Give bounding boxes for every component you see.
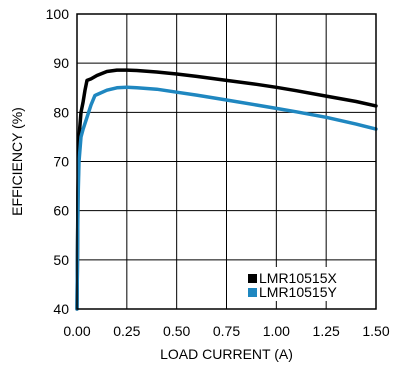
series-line-lmr10515y bbox=[75, 85, 378, 311]
y-tick-label: 70 bbox=[53, 154, 69, 170]
legend-background bbox=[244, 267, 374, 301]
series-layer bbox=[75, 68, 378, 311]
x-axis-label: LOAD CURRENT (A) bbox=[160, 346, 293, 362]
x-tick-label: 0.25 bbox=[113, 323, 140, 339]
x-tick-labels: 0.00 0.25 0.50 0.75 1.00 1.25 1.50 bbox=[63, 323, 389, 339]
legend-label-lmr10515x: LMR10515X bbox=[259, 270, 337, 286]
x-tick-label: 0.75 bbox=[213, 323, 240, 339]
y-tick-label: 40 bbox=[53, 301, 69, 317]
x-tick-label: 1.25 bbox=[313, 323, 340, 339]
x-tick-label: 0.00 bbox=[63, 323, 90, 339]
legend-swatch-lmr10515y bbox=[248, 288, 257, 297]
x-tick-label: 1.00 bbox=[263, 323, 290, 339]
grid bbox=[76, 13, 377, 310]
y-tick-label: 100 bbox=[46, 6, 70, 22]
y-axis-label: EFFICIENCY (%) bbox=[9, 107, 25, 216]
legend-swatch-lmr10515x bbox=[248, 274, 257, 283]
y-tick-label: 90 bbox=[53, 55, 69, 71]
y-tick-label: 60 bbox=[53, 203, 69, 219]
y-tick-labels: 40 50 60 70 80 90 100 bbox=[46, 6, 70, 317]
legend-label-lmr10515y: LMR10515Y bbox=[259, 284, 337, 300]
y-tick-label: 80 bbox=[53, 104, 69, 120]
x-tick-label: 0.50 bbox=[163, 323, 190, 339]
x-tick-label: 1.50 bbox=[362, 323, 389, 339]
y-tick-label: 50 bbox=[53, 252, 69, 268]
series-line-lmr10515x bbox=[75, 68, 378, 311]
plot-frame bbox=[76, 13, 377, 310]
